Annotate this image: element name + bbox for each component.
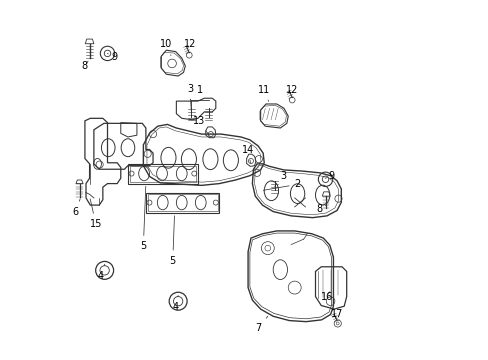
Text: 12: 12 xyxy=(285,85,298,98)
Text: 15: 15 xyxy=(89,199,102,229)
Text: 4: 4 xyxy=(172,296,178,312)
Text: 2: 2 xyxy=(263,179,300,190)
Text: 13: 13 xyxy=(192,116,209,135)
Text: 14: 14 xyxy=(242,144,254,163)
Text: 5: 5 xyxy=(169,216,176,266)
Text: 4: 4 xyxy=(98,264,104,281)
Text: 6: 6 xyxy=(72,199,80,217)
Text: 5: 5 xyxy=(140,186,146,251)
Text: 7: 7 xyxy=(255,316,267,333)
Text: 3: 3 xyxy=(186,84,193,111)
Text: 9: 9 xyxy=(107,52,117,62)
Text: 1: 1 xyxy=(197,85,203,95)
Text: 9: 9 xyxy=(325,171,334,181)
Text: 10: 10 xyxy=(160,40,172,55)
Text: 3: 3 xyxy=(274,171,286,186)
Text: 12: 12 xyxy=(184,40,196,53)
Text: 8: 8 xyxy=(81,61,88,71)
Text: 16: 16 xyxy=(320,292,332,302)
Text: 11: 11 xyxy=(258,85,270,102)
Text: 17: 17 xyxy=(330,310,343,319)
Text: 8: 8 xyxy=(316,204,325,214)
